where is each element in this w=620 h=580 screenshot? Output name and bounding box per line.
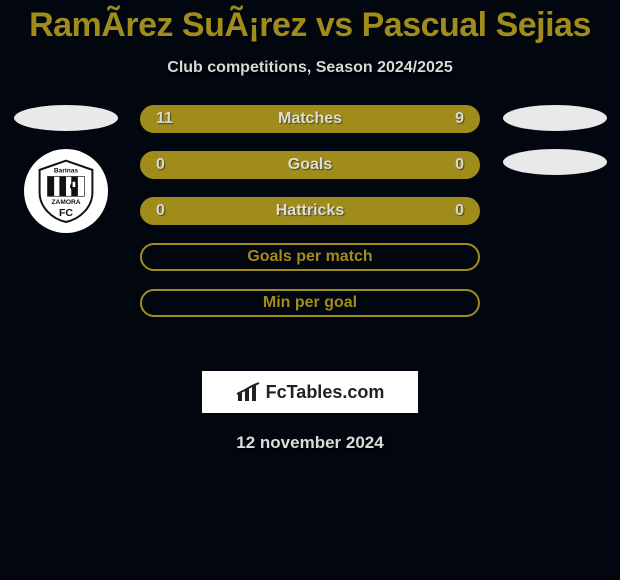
zamora-fc-crest-icon: Barinas ZAMORA FC (33, 158, 99, 224)
club-placeholder-ellipse (503, 149, 607, 175)
page-title: RamÃ­rez SuÃ¡rez vs Pascual Sejias (0, 0, 620, 45)
stat-row-goals-per-match: Goals per match (140, 243, 480, 271)
date-label: 12 november 2024 (0, 433, 620, 453)
bar-chart-icon (236, 381, 262, 403)
club-badge-left: Barinas ZAMORA FC (24, 149, 108, 233)
comparison-chart: Barinas ZAMORA FC 11 Matches 9 0 Goals 0 (0, 105, 620, 365)
svg-text:FC: FC (58, 207, 72, 219)
stat-label: Goals per match (142, 248, 478, 266)
stat-row-min-per-goal: Min per goal (140, 289, 480, 317)
stat-label: Goals (142, 156, 478, 174)
stat-row-hattricks: 0 Hattricks 0 (140, 197, 480, 225)
stat-row-goals: 0 Goals 0 (140, 151, 480, 179)
watermark-text: FcTables.com (266, 382, 385, 403)
right-player-column (497, 105, 612, 193)
stat-rows: 11 Matches 9 0 Goals 0 0 Hattricks 0 Goa… (140, 105, 480, 335)
left-player-column: Barinas ZAMORA FC (8, 105, 123, 233)
stat-row-matches: 11 Matches 9 (140, 105, 480, 133)
watermark: FcTables.com (202, 371, 418, 413)
subtitle: Club competitions, Season 2024/2025 (0, 59, 620, 77)
stat-label: Min per goal (142, 294, 478, 312)
svg-text:ZAMORA: ZAMORA (51, 199, 80, 206)
svg-text:Barinas: Barinas (53, 168, 78, 175)
stat-label: Hattricks (142, 202, 478, 220)
player-placeholder-ellipse (503, 105, 607, 131)
player-placeholder-ellipse (14, 105, 118, 131)
stat-label: Matches (142, 110, 478, 128)
